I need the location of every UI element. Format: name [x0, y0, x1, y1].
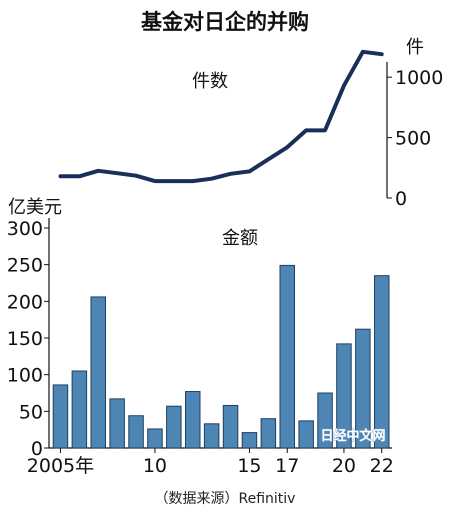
count-series-line	[58, 49, 384, 184]
count-point-2020	[342, 84, 346, 88]
count-y-tick-label: 0	[395, 188, 407, 210]
amount-y-tick-label: 200	[7, 291, 43, 313]
amount-bar-panel: 亿美元 金额 0 50 100 150 200 250 300 2005年 10 15 17 20 22	[7, 197, 394, 477]
x-tick-label: 10	[143, 455, 167, 477]
count-point-2022	[380, 52, 384, 56]
amount-bar-2005	[52, 384, 69, 449]
amount-bar-2021	[355, 328, 371, 449]
count-point-2019	[323, 128, 327, 132]
count-y-tick-label: 500	[395, 128, 431, 150]
count-line-panel: 件数 件 0 500 1000	[58, 37, 443, 210]
count-point-2015	[247, 169, 251, 173]
amount-bar-2013	[203, 423, 220, 449]
amount-bar-2018	[298, 420, 314, 449]
amount-y-tick-label: 50	[19, 401, 43, 423]
amount-bar-2006	[71, 370, 88, 449]
amount-bar-2008	[109, 398, 125, 449]
amount-bar-2012	[185, 391, 201, 449]
count-series-label: 件数	[192, 71, 228, 92]
amount-bar-2022	[374, 275, 390, 449]
amount-y-tick-label: 300	[7, 218, 43, 240]
count-point-2010	[153, 179, 157, 183]
amount-bar-2007	[90, 296, 106, 449]
amount-bar-2011	[166, 405, 182, 449]
count-y-tick-label: 1000	[395, 67, 443, 89]
amount-bar-2016	[260, 418, 277, 449]
x-tick-label: 15	[237, 455, 261, 477]
amount-bar-2009	[128, 415, 144, 449]
watermark: 日经中文网	[320, 428, 385, 444]
x-tick-label: 22	[370, 455, 394, 477]
count-point-2017	[285, 145, 289, 149]
count-point-2018	[304, 128, 308, 132]
count-point-2016	[266, 157, 270, 161]
amount-bar-2015	[241, 432, 258, 449]
amount-y-tick-label: 100	[7, 365, 43, 387]
amount-y-tick-label: 150	[7, 328, 43, 350]
amount-y-tick-label: 0	[31, 438, 43, 460]
x-tick-label: 20	[332, 455, 356, 477]
count-point-2009	[134, 174, 138, 178]
x-tick-label: 17	[275, 455, 299, 477]
amount-bar-2017	[279, 264, 295, 449]
x-tick-label: 2005年	[27, 455, 94, 477]
count-point-2021	[361, 50, 365, 54]
count-point-2005	[58, 174, 62, 178]
amount-bar-2010	[147, 428, 163, 449]
count-unit-label: 件	[406, 37, 424, 58]
count-point-2012	[191, 179, 195, 183]
count-point-2006	[77, 174, 81, 178]
amount-bar-2014	[222, 404, 239, 449]
amount-y-tick-label: 250	[7, 255, 43, 277]
count-point-2011	[172, 179, 176, 183]
count-point-2013	[210, 177, 214, 181]
amount-bar-2019	[317, 392, 333, 449]
chart-title: 基金对日企的并购	[141, 10, 309, 34]
amount-unit-label: 亿美元	[8, 197, 62, 218]
amount-series-label: 金额	[222, 228, 258, 249]
source-note: （数据来源）Refinitiv	[155, 491, 296, 507]
count-point-2014	[229, 172, 233, 176]
count-point-2007	[96, 169, 100, 173]
count-point-2008	[115, 171, 119, 175]
